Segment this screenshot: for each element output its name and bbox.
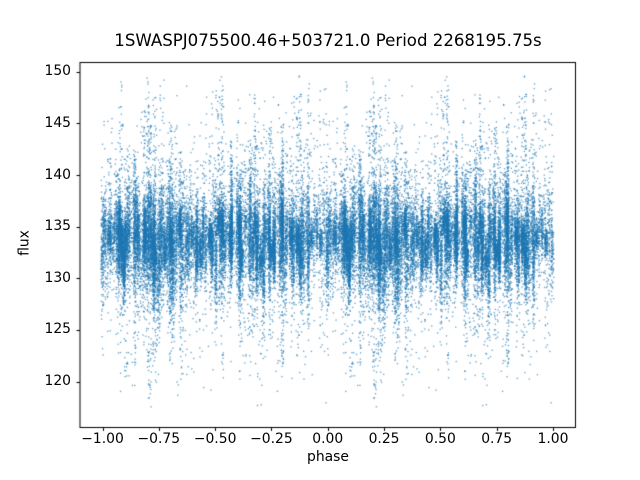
x-axis-label: phase [307,449,349,465]
x-tick-label: 0.50 [424,431,456,447]
x-tick-label: −0.75 [137,431,181,447]
x-tick-label: 0.25 [368,431,400,447]
x-tick-label: −0.25 [250,431,293,447]
y-tick-label: 135 [44,218,71,235]
y-tick-label: 140 [44,166,71,183]
x-tick-label: −1.00 [81,431,124,447]
y-tick-label: 145 [44,114,71,131]
chart-title: 1SWASPJ075500.46+503721.0 Period 2268195… [114,31,542,50]
y-tick-label: 150 [44,63,71,80]
x-tick-label: 0.75 [481,431,513,447]
y-tick-label: 120 [44,373,71,390]
y-tick-label: 130 [44,269,71,286]
y-tick-label: 125 [44,321,71,338]
x-tick-label: −0.50 [193,431,237,447]
x-tick-label: 0.00 [312,431,344,447]
x-tick-label: 1.00 [537,431,569,447]
